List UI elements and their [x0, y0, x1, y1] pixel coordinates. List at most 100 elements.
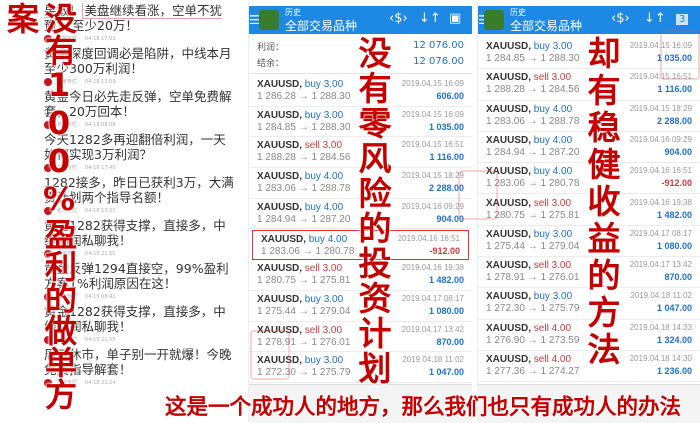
post-meta: 名家专栏 04-18 17:03	[44, 35, 238, 43]
post-title[interactable]: 黄金反弹1294直接空，99%盈利方案1%利润原因在这！	[44, 261, 229, 291]
post-time: 04-16 13:21	[85, 208, 116, 214]
trade-time: 2019.04.15 16:09	[401, 79, 464, 88]
trade-row[interactable]: XAUUSD, buy 4.00 1 283.06 → 1 280.78 2019.…	[252, 229, 469, 261]
bottom-nav[interactable]	[249, 384, 472, 423]
balance-value: 12 076.00	[413, 56, 464, 67]
bottom-nav[interactable]	[478, 384, 700, 423]
menu-icon[interactable]: ☰	[249, 13, 260, 27]
trade-prices: 1 280.75 → 1 275.81	[486, 209, 580, 221]
trade-row[interactable]: XAUUSD, sell 4.00 1 276.90 → 1 273.59 2019…	[478, 320, 700, 351]
column-logo-icon	[44, 164, 52, 172]
trade-prices: 1 288.28 → 1 284.56	[486, 84, 580, 96]
list-item[interactable]: 黄金1282获得支撑，直接多，中线利润私聊我！ 名家专栏 04-15 21:55	[44, 218, 238, 261]
menu-icon[interactable]: ☰	[478, 13, 489, 27]
post-title[interactable]: 果敢！ 美盘继续看涨，空单不犹豫 ，至少20万！	[44, 3, 223, 33]
list-item[interactable]: 果敢！ 美盘继续看涨，空单不犹豫 ，至少20万！ 名家专栏 04-18 17:03	[44, 3, 238, 46]
trade-row[interactable]: XAUUSD, buy 3.00 1 284.85 → 1 288.30 2019.…	[478, 38, 700, 70]
sort-icon[interactable]: ↓↑	[644, 11, 666, 26]
trade-side: sell 4.00	[533, 354, 572, 365]
app-title[interactable]: 全部交易品种	[510, 19, 583, 33]
post-source: 名家专栏	[57, 36, 78, 42]
trade-row[interactable]: XAUUSD, buy 3.00 1 272.30 → 1 275.79 2019.…	[249, 352, 472, 383]
trade-profit: 1 324.00	[656, 334, 692, 345]
trade-time: 2019.04.16 16:51	[629, 166, 692, 176]
list-item[interactable]: 黄金今日必先走反弹，空单免费解套，20万回本！ 名家专栏 04-18 08:08	[44, 89, 238, 132]
trade-row[interactable]: XAUUSD, buy 4.00 1 284.94 → 1 287.20 2019.…	[478, 132, 700, 164]
trade-profit: 1 482.00	[428, 275, 464, 286]
post-time: 04-18 13:09	[85, 79, 116, 85]
trade-row[interactable]: XAUUSD, buy 3.00 1 272.30 → 1 275.79 2019.…	[478, 288, 700, 320]
trade-row[interactable]: XAUUSD, buy 3.00 1 286.28 → 1 288.30 2019.…	[249, 76, 472, 107]
highlighted-text: 美盘继续看涨，空单不犹豫	[44, 3, 223, 33]
post-meta: 名家专栏 04-16 13:21	[44, 207, 238, 215]
trade-side: sell 3.00	[304, 140, 343, 152]
currency-icon[interactable]: ‹$›	[389, 11, 408, 26]
list-item[interactable]: 今天1282多再迎翻倍利润，一天如何实现3万利润？ 名家专栏 04-16 17:40	[44, 132, 238, 175]
post-title[interactable]: 黄金1282获得支撑，直接多，中线利润私聊我！	[44, 218, 226, 248]
post-time: 04-18 21:24	[85, 380, 116, 386]
trade-profit: 2 288.00	[428, 183, 464, 194]
trade-time: 2019.04.16 09:29	[401, 201, 464, 211]
trade-row[interactable]: XAUUSD, sell 3.00 1 280.75 → 1 275.81 2019…	[249, 260, 472, 291]
trade-time: 2019.04.15 18:29	[401, 171, 464, 181]
trade-row[interactable]: XAUUSD, buy 4.00 1 284.94 → 1 287.20 2019.…	[249, 199, 472, 230]
calendar-icon[interactable]: ▣	[449, 11, 462, 26]
trade-side: buy 3.00	[304, 293, 344, 305]
currency-icon[interactable]: ‹$›	[611, 11, 630, 26]
overlay-text-right: 却有稳健收益的方法	[582, 36, 621, 369]
trade-row[interactable]: XAUUSD, sell 3.00 1 288.28 → 1 284.56 2019…	[249, 137, 472, 169]
trade-prices: 1 277.36 → 1 274.27	[486, 366, 580, 377]
trade-symbol: XAUUSD, buy 3.00	[257, 109, 344, 121]
post-meta: 名家专栏 04-16 17:40	[44, 164, 238, 172]
calendar-icon[interactable]: 3	[676, 14, 689, 25]
post-title[interactable]: 黄金深度回调必是陷阱，中线本月至少300万利润！	[44, 46, 232, 76]
trade-time: 2019.04.18 11:02	[630, 291, 692, 301]
trade-row[interactable]: XAUUSD, sell 4.00 1 277.36 → 1 274.27 2019…	[478, 351, 700, 383]
post-title[interactable]: 1282接多，昨日已获利3万，大满贯计划两个指导名额！	[44, 175, 234, 205]
trade-row[interactable]: XAUUSD, sell 3.00 1 278.91 → 1 276.01 2019…	[478, 257, 700, 289]
post-title[interactable]: 黄金1282获得支撑，直接多，中线利润私聊我！	[44, 304, 226, 334]
trade-symbol: XAUUSD, buy 3.00	[486, 41, 573, 52]
trade-symbol: XAUUSD, sell 4.00	[486, 354, 572, 365]
trade-symbol: XAUUSD, buy 4.00	[486, 134, 573, 146]
trade-time: 2019.04.15 16:09	[401, 109, 464, 119]
trade-prices: 1 283.06 → 1 280.78	[486, 178, 580, 190]
overlay-text-middle: 没有零风险的投资计划	[353, 36, 392, 386]
trade-prices: 1 284.94 → 1 287.20	[486, 146, 580, 158]
trade-prices: 1 272.30 → 1 275.79	[486, 303, 580, 315]
trade-profit: 1 116.00	[657, 84, 692, 95]
trade-row[interactable]: XAUUSD, buy 4.00 1 283.06 → 1 280.78 2019.…	[478, 163, 700, 195]
trade-time: 2019.04.15 16:51	[401, 140, 464, 150]
list-item[interactable]: 周五休市，单子别一开就爆！今晚免费指导解套！ 名家专栏 04-18 21:24	[44, 347, 238, 390]
trade-row[interactable]: XAUUSD, buy 4.00 1 283.06 → 1 288.78 2019.…	[478, 101, 700, 132]
list-item[interactable]: 黄金反弹1294直接空，99%盈利方案1%利润原因在这！ 名家专栏 04-15 08…	[44, 261, 238, 304]
trade-profit: 870.00	[436, 336, 464, 347]
trade-prices: 1 283.06 → 1 280.78	[261, 245, 355, 257]
trade-row[interactable]: XAUUSD, buy 3.00 1 284.85 → 1 288.30 2019.…	[249, 107, 472, 138]
trade-time: 2019.04.15 16:09	[629, 41, 692, 50]
trade-prices: 1 272.30 → 1 275.79	[257, 367, 351, 379]
trade-row[interactable]: XAUUSD, buy 3.00 1 275.44 → 1 279.04 2019.…	[249, 291, 472, 322]
list-item[interactable]: 1282接多，昨日已获利3万，大满贯计划两个指导名额！ 名家专栏 04-16 13:…	[44, 175, 238, 218]
list-item[interactable]: 黄金1282获得支撑，直接多，中线利润私聊我！ 名家专栏 04-15 21:55	[44, 304, 238, 347]
post-title[interactable]: 周五休市，单子别一开就爆！今晚免费指导解套！	[44, 347, 232, 377]
trade-prices: 1 283.06 → 1 288.78	[257, 183, 351, 195]
post-title[interactable]: 今天1282多再迎翻倍利润，一天如何实现3万利润？	[44, 132, 226, 162]
trade-symbol: XAUUSD, sell 3.00	[486, 72, 572, 84]
sort-icon[interactable]: ↓↑	[419, 11, 441, 26]
app-title[interactable]: 全部交易品种	[285, 19, 358, 33]
seal-stamp	[250, 330, 290, 380]
trade-time: 2019.04.17 13:42	[629, 260, 692, 270]
trade-row[interactable]: XAUUSD, sell 3.00 1 280.75 → 1 275.81 2019…	[478, 195, 700, 226]
trade-row[interactable]: XAUUSD, buy 3.00 1 275.44 → 1 279.04 2019.…	[478, 226, 700, 258]
trade-row[interactable]: XAUUSD, buy 4.00 1 283.06 → 1 288.78 2019.…	[249, 168, 472, 199]
column-logo-icon	[44, 35, 52, 43]
profit-value: 12 076.00	[413, 40, 464, 51]
trade-row[interactable]: XAUUSD, sell 3.00 1 278.91 → 1 276.01 2019…	[249, 322, 472, 353]
trade-prices: 1 275.44 → 1 279.04	[257, 305, 351, 317]
post-title[interactable]: 黄金今日必先走反弹，空单免费解套，20万回本！	[44, 89, 232, 119]
post-meta: 名家专栏 04-18 21:24	[44, 379, 238, 387]
list-item[interactable]: 黄金深度回调必是陷阱，中线本月至少300万利润！ 名家专栏 04-18 13:09	[44, 46, 238, 89]
trade-prices: 1 280.75 → 1 275.81	[257, 275, 351, 287]
column-logo-icon	[44, 293, 52, 301]
